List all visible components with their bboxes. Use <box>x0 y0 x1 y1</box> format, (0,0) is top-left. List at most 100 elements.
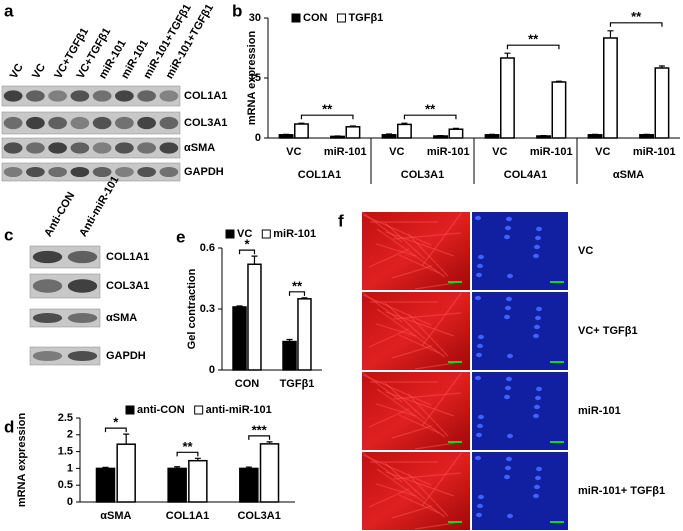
nucleus <box>478 494 484 500</box>
fiber <box>392 232 462 240</box>
group-label: COL3A1 <box>401 169 444 181</box>
error-bar <box>245 466 252 469</box>
error-bar <box>401 122 408 125</box>
bar <box>330 135 345 139</box>
fiber <box>407 313 449 357</box>
fiber <box>385 471 455 497</box>
blot-band <box>48 116 67 130</box>
blot-band <box>159 166 179 178</box>
bar <box>278 134 294 139</box>
error-bar <box>251 255 258 265</box>
bar <box>433 135 448 139</box>
bar <box>232 306 247 371</box>
blot-band <box>92 116 112 130</box>
bar <box>536 135 551 139</box>
legend-label: TGFβ1 <box>348 12 383 24</box>
fiber <box>385 391 455 417</box>
blot-band <box>67 250 98 264</box>
fiber <box>362 214 432 246</box>
blue-image <box>472 292 568 370</box>
blot-band <box>70 116 90 130</box>
nucleus <box>476 352 482 358</box>
fiber <box>376 228 446 278</box>
y-axis-label: mRNA expression <box>16 413 28 508</box>
fiber <box>376 468 446 518</box>
nucleus <box>507 513 513 519</box>
blot-strip <box>1 162 181 182</box>
y-tick-label: 1.5 <box>58 446 73 458</box>
fiber <box>391 265 433 279</box>
significance-mark: ** <box>292 278 303 293</box>
blot-band <box>32 312 63 324</box>
row-label: GAPDH <box>184 166 224 178</box>
bar <box>247 263 262 371</box>
blot-band <box>26 116 45 130</box>
error-bar <box>102 466 109 469</box>
nucleus <box>507 273 513 279</box>
error-bar <box>266 441 273 444</box>
significance-bracket <box>176 451 199 457</box>
legend-swatch <box>194 405 204 415</box>
blot-band <box>48 142 67 154</box>
blot-band <box>3 166 23 178</box>
fiber <box>385 311 455 337</box>
nucleus <box>476 272 482 278</box>
fiber <box>376 388 446 438</box>
blot-strip <box>1 111 181 135</box>
bar <box>551 81 567 139</box>
fiber <box>391 505 433 519</box>
fiber <box>391 345 433 359</box>
error-bar <box>123 433 130 445</box>
panel-label: e <box>176 227 185 246</box>
nucleus <box>533 413 539 419</box>
nucleus <box>536 466 542 472</box>
bar <box>381 134 397 139</box>
nucleus <box>533 333 539 339</box>
row-label: miR-101+ TGFβ1 <box>578 485 665 497</box>
bar <box>500 57 515 139</box>
row-label: miR-101 <box>578 405 621 417</box>
fiber <box>362 454 432 486</box>
x-tick-label: miR-101 <box>633 146 676 158</box>
lane-label: Anti-miR-101 <box>77 174 121 239</box>
row-label: αSMA <box>106 312 137 324</box>
y-axis-label: Gel contraction <box>186 268 198 349</box>
nucleus <box>477 503 483 509</box>
error-bar <box>236 305 243 307</box>
nucleus <box>504 474 510 480</box>
blot-band <box>137 116 156 130</box>
blot-band <box>115 142 134 154</box>
group-label: COL4A1 <box>504 169 547 181</box>
legend-label: CON <box>303 12 328 24</box>
nucleus <box>504 234 510 240</box>
y-tick-label: 0 <box>209 364 215 376</box>
y-tick-label: 30 <box>249 12 261 24</box>
nucleus <box>505 305 511 311</box>
x-tick-label: VC <box>286 146 301 158</box>
blot-band <box>92 166 112 178</box>
nucleus <box>505 465 511 471</box>
significance-mark: ** <box>322 102 333 117</box>
nucleus <box>533 253 539 259</box>
y-tick-label: 0.5 <box>58 479 73 491</box>
nucleus <box>478 334 484 340</box>
blot-band <box>70 142 90 154</box>
blot-band <box>159 90 179 102</box>
bar <box>654 67 670 139</box>
group-label: COL1A1 <box>298 169 341 181</box>
blot-band <box>70 166 90 178</box>
nucleus <box>536 226 542 232</box>
y-tick-label: 2 <box>67 429 73 441</box>
blot-band <box>32 279 63 293</box>
blot-band <box>115 90 134 102</box>
fiber <box>398 494 440 514</box>
nucleus <box>506 456 512 462</box>
fiber <box>375 483 417 497</box>
bar <box>282 340 297 371</box>
legend-swatch <box>225 229 235 239</box>
bar <box>297 298 312 371</box>
significance-mark: ** <box>182 439 193 454</box>
nucleus <box>535 475 541 481</box>
lane-label: VC <box>30 62 48 81</box>
row-label: GAPDH <box>106 350 146 362</box>
